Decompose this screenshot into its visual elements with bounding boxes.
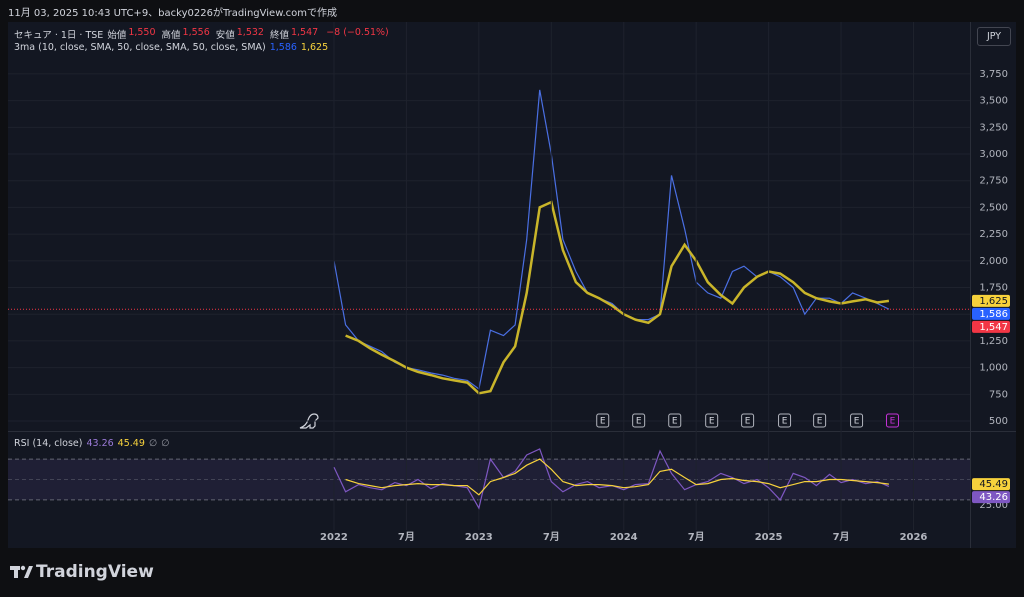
y-tick-label: 750 — [989, 389, 1008, 400]
earnings-marker — [632, 413, 646, 428]
earnings-marker — [596, 413, 610, 428]
x-tick-label: 7月 — [833, 531, 850, 543]
y-tick-label: 1,000 — [979, 363, 1008, 374]
x-tick-label: 7月 — [543, 531, 560, 543]
y-tick-label: 1,250 — [979, 336, 1008, 347]
series-line — [345, 458, 889, 496]
earnings-label: E — [854, 417, 860, 427]
chart-bg — [8, 22, 1016, 548]
x-tick-label: 2026 — [900, 532, 928, 543]
dino-icon — [299, 413, 319, 429]
y-tick-label: 3,000 — [979, 149, 1008, 160]
earnings-label: E — [709, 417, 715, 427]
ohlc-value: 1,556 — [182, 27, 210, 38]
value-badge-label: 1,547 — [979, 322, 1008, 333]
rsi-legend: RSI (14, close) 43.26 45.49 ∅ ∅ — [14, 438, 169, 449]
earnings-marker — [741, 413, 755, 428]
brand: TradingView — [36, 562, 154, 582]
earnings-label: E — [817, 417, 823, 427]
currency-button[interactable]: JPY — [977, 27, 1011, 46]
ohlc-label: 始値 — [107, 30, 127, 41]
value-badge-label: 43.26 — [979, 492, 1008, 503]
x-tick-label: 7月 — [688, 531, 705, 543]
y-tick-label: 3,250 — [979, 122, 1008, 133]
x-tick-label: 2025 — [755, 532, 783, 543]
ohlc: 始値 1,550 高値 1,556 安値 1,532 終値 1,547 — [107, 27, 322, 41]
value-badge — [972, 320, 1010, 333]
indicator-value: 1,625 — [300, 42, 329, 53]
earnings-label: E — [890, 417, 896, 427]
indicator-legend: 3ma (10, close, SMA, 50, close, SMA, 50,… — [14, 42, 328, 53]
ohlc-value: 1,532 — [236, 27, 264, 38]
x-tick-label: 7月 — [398, 531, 415, 543]
ohlc-label: 終値 — [269, 30, 289, 41]
rsi-value: 45.49 — [117, 438, 145, 449]
series-line — [345, 200, 890, 395]
ohlc-label: 安値 — [215, 30, 235, 41]
header: 11月 03, 2025 10:43 UTC+9、backy0226がTradi… — [8, 8, 337, 19]
change: −8 (−0.51%) — [326, 27, 389, 38]
earnings-marker — [705, 413, 719, 428]
y-tick-label: 2,500 — [979, 202, 1008, 213]
value-badge — [972, 491, 1010, 504]
series-line — [333, 89, 890, 391]
value-badge-label: 1,586 — [979, 309, 1008, 320]
earnings-label: E — [636, 417, 642, 427]
ohlc-value: 1,547 — [290, 27, 319, 38]
x-tick-label: 2024 — [610, 532, 638, 543]
y-tick-label: 2,750 — [979, 176, 1008, 187]
y-tick-label: 3,500 — [979, 96, 1008, 107]
value-badge — [972, 307, 1010, 320]
earnings-marker — [778, 413, 792, 428]
y-tick-label: 1,750 — [979, 283, 1008, 294]
ohlc-value: 1,550 — [128, 27, 156, 38]
earnings-label: E — [745, 417, 751, 427]
earnings-label: E — [600, 417, 606, 427]
value-badge-label: 45.49 — [979, 479, 1008, 490]
rsi-value: ∅ — [148, 438, 158, 449]
x-tick-label: 2023 — [465, 532, 493, 543]
earnings-marker — [668, 413, 682, 428]
y-tick-label: 3,750 — [979, 69, 1008, 80]
indicator: 3ma (10, close, SMA, 50, close, SMA, 50,… — [14, 42, 266, 53]
tv-logo — [10, 565, 33, 578]
rsi-title: RSI (14, close) — [14, 438, 83, 449]
indicator-value: 1,586 — [269, 42, 297, 53]
value-badge — [972, 294, 1010, 307]
earnings-label: E — [782, 417, 788, 427]
value-badge — [972, 478, 1010, 491]
y-tick-label: 25.00 — [979, 500, 1008, 511]
y-tick-label: 2,250 — [979, 229, 1008, 240]
y-tick-label: 500 — [989, 416, 1008, 427]
value-badge-label: 1,625 — [979, 296, 1008, 307]
y-tick-label: 2,000 — [979, 256, 1008, 267]
price-legend: セキュア · 1日 · TSE 始値 1,550 高値 1,556 安値 1,532 終値 1… — [14, 27, 389, 41]
rsi-value: 43.26 — [86, 438, 114, 449]
earnings-marker — [885, 413, 899, 428]
earnings-marker — [813, 413, 827, 428]
symbol: セキュア · 1日 · TSE — [14, 30, 104, 41]
earnings-label: E — [672, 417, 678, 427]
rsi-value: ∅ — [161, 438, 170, 449]
ohlc-label: 高値 — [161, 30, 181, 41]
x-tick-label: 2022 — [320, 532, 348, 543]
earnings-marker — [850, 413, 864, 428]
